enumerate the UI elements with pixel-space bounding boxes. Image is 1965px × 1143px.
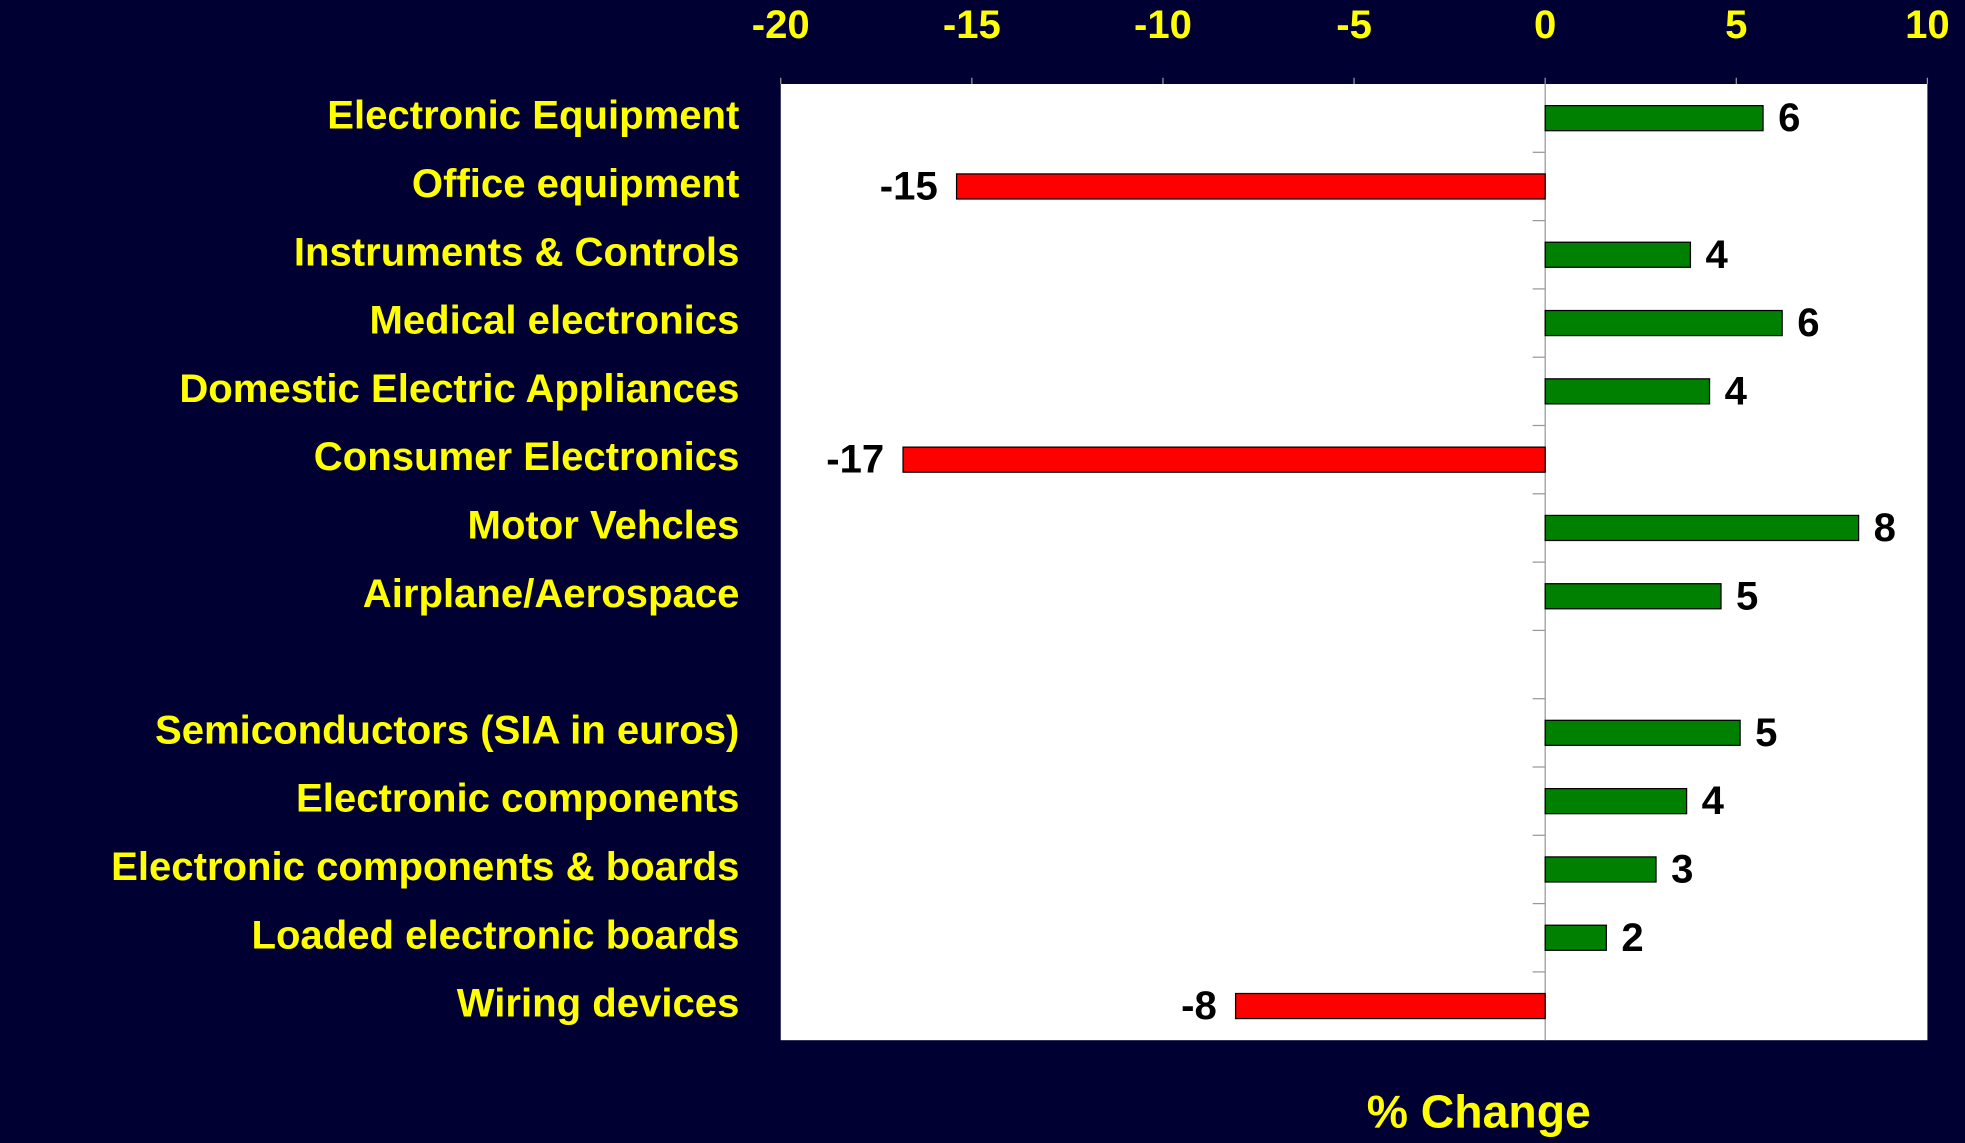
category-label: Medical electronics — [369, 299, 739, 343]
value-label: -15 — [880, 165, 938, 209]
category-label: Office equipment — [412, 162, 739, 206]
x-axis-title: % Change — [1367, 1086, 1591, 1138]
category-label: Electronic components — [296, 777, 739, 821]
category-label: Domestic Electric Appliances — [179, 367, 739, 411]
bar — [1544, 105, 1764, 132]
value-label: 5 — [1755, 711, 1777, 755]
value-label: 5 — [1736, 574, 1758, 618]
category-label: Motor Vehcles — [468, 504, 740, 548]
bar — [955, 173, 1546, 200]
x-tick-label: -5 — [1336, 3, 1372, 47]
bar — [1544, 787, 1688, 815]
value-label: -17 — [826, 438, 884, 482]
x-tick-label: 5 — [1725, 3, 1747, 47]
bar — [1234, 992, 1546, 1020]
category-label: Loaded electronic boards — [251, 913, 739, 957]
x-tick-label: -20 — [752, 3, 810, 47]
category-label: Electronic Equipment — [327, 94, 739, 138]
bar — [1544, 378, 1711, 405]
bar — [1544, 719, 1741, 747]
value-label: 4 — [1705, 233, 1728, 277]
plot-area — [780, 84, 1928, 1041]
value-label: 4 — [1702, 779, 1725, 823]
category-label: Semiconductors (SIA in euros) — [155, 708, 739, 752]
x-tick-label: 10 — [1905, 3, 1950, 47]
bar — [1544, 924, 1607, 951]
value-label: 6 — [1797, 301, 1819, 345]
x-tick-label: -15 — [943, 3, 1001, 47]
x-tick-label: 0 — [1534, 3, 1556, 47]
bar — [1544, 309, 1783, 337]
value-label: -8 — [1181, 984, 1217, 1028]
category-label: Wiring devices — [457, 982, 740, 1026]
value-label: 2 — [1621, 916, 1643, 960]
value-label: 3 — [1671, 848, 1693, 892]
category-label: Consumer Electronics — [314, 435, 740, 479]
value-label: 6 — [1778, 96, 1800, 140]
category-label: Instruments & Controls — [294, 230, 740, 274]
bar — [902, 446, 1546, 473]
category-label: Airplane/Aerospace — [363, 572, 740, 616]
category-label: Electronic components & boards — [111, 845, 739, 889]
bar — [1544, 856, 1657, 883]
bar — [1544, 241, 1692, 268]
value-label: 4 — [1725, 369, 1748, 413]
bar — [1544, 514, 1860, 542]
value-label: 8 — [1874, 506, 1896, 550]
bar — [1544, 583, 1722, 610]
x-tick-label: -10 — [1134, 3, 1192, 47]
